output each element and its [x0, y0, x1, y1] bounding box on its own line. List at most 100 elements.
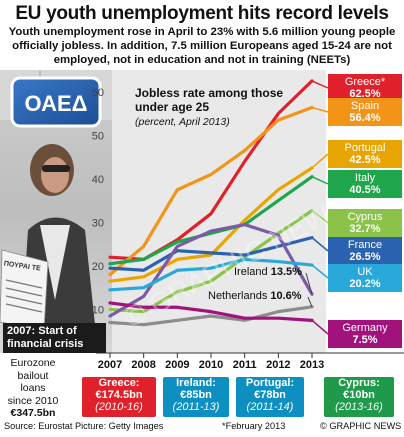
footer-source: Source: Eurostat Picture: Getty Images: [4, 421, 164, 431]
label-country-value: 32.7%: [349, 223, 381, 235]
bailout-heading-line: loans: [20, 382, 46, 394]
oaed-sign-text: ΟΑΕΔ: [25, 91, 88, 116]
label-country-name: UK: [357, 266, 373, 278]
label-country-name: Greece*: [344, 76, 386, 88]
chart-inner-subtitle: (percent, April 2013): [135, 116, 230, 128]
y-tick-label: 40: [92, 174, 104, 186]
footer-note: *February 2013: [222, 421, 286, 431]
bailout-country: Cyprus:: [338, 377, 380, 389]
leader-line-portugal: [311, 153, 329, 169]
x-tick-label: 2009: [165, 359, 189, 371]
label-country-value: 7.5%: [352, 334, 378, 346]
label-country-value: 26.5%: [349, 251, 381, 263]
series-line-spain: [108, 105, 314, 277]
y-tick-label: 50: [92, 130, 104, 142]
bailout-heading: Eurozone bailout loans since 2010 €347.5…: [2, 357, 64, 420]
label-country-value: 56.4%: [349, 112, 381, 124]
series-lines: [108, 79, 314, 327]
year-axis-band: [96, 353, 404, 371]
label-country-name: Cyprus: [347, 211, 383, 223]
bailout-country: Greece:: [98, 377, 140, 389]
bailout-country: Ireland:: [176, 377, 216, 389]
label-country-value: 62.5%: [349, 88, 381, 100]
y-axis-ticks: 10 20 30 40 50 60: [92, 87, 104, 317]
bailout-amount: €10bn: [343, 389, 375, 401]
series-line-germany: [108, 301, 314, 322]
label-box-cyprus: Cyprus 32.7%: [328, 209, 402, 237]
bailout-heading-line: bailout: [17, 369, 49, 382]
x-tick-label: 2012: [266, 359, 290, 371]
y-tick-label: 10: [92, 304, 104, 316]
bailout-amount: €85bn: [180, 389, 212, 401]
label-country-name: Portugal: [344, 142, 386, 154]
bailout-box-cyprus: Cyprus: €10bn (2013-16): [324, 377, 394, 417]
bailout-country: Portugal:: [245, 377, 295, 389]
series-line-cyprus: [108, 209, 314, 314]
inline-label-name: Ireland: [234, 266, 271, 278]
bailout-years: (2011-14): [246, 401, 294, 413]
person-face: [41, 157, 69, 193]
series-line-ireland: [108, 222, 314, 318]
series-line-uk: [108, 257, 314, 292]
x-tick-label: 2013: [300, 359, 324, 371]
leader-line-ireland: [305, 272, 313, 295]
leader-line-netherlands: [307, 296, 313, 308]
footer-credit: © GRAPHIC NEWS: [320, 421, 402, 431]
inline-label-ireland: Ireland 13.5%: [234, 266, 302, 278]
leader-line-cyprus: [311, 210, 329, 224]
leader-line-france: [311, 237, 329, 252]
y-tick-label: 60: [92, 87, 104, 99]
label-box-italy: Italy 40.5%: [328, 170, 402, 198]
label-country-name: Germany: [342, 322, 388, 334]
bailout-years: (2010-16): [95, 401, 143, 413]
label-box-greece: Greece* 62.5%: [328, 74, 402, 102]
bailout-years: (2011-13): [172, 401, 220, 413]
label-country-name: Spain: [350, 100, 380, 112]
label-box-portugal: Portugal 42.5%: [328, 140, 402, 168]
series-line-netherlands: [108, 305, 314, 327]
y-tick-label: 20: [92, 261, 104, 273]
crisis-annotation: 2007: Start of financial crisis: [3, 323, 106, 353]
x-tick-label: 2010: [199, 359, 223, 371]
x-tick-label: 2007: [98, 359, 122, 371]
leader-line-uk: [311, 264, 329, 279]
leader-line-greece: [311, 80, 329, 89]
page-subtitle: Youth unemployment rose in April to 23% …: [8, 26, 396, 66]
bailout-amount: €174.5bn: [95, 389, 143, 401]
label-country-value: 42.5%: [349, 154, 381, 166]
person-sunglasses: [42, 165, 70, 172]
series-line-france: [108, 236, 314, 272]
page-title: EU youth unemployment hits record levels: [15, 3, 389, 24]
inline-label-netherlands: Netherlands 10.6%: [208, 290, 302, 302]
bailout-total: €347.5bn: [10, 407, 56, 419]
chart-inner-title: Jobless rate among those under age 25: [135, 86, 284, 114]
label-country-name: France: [347, 239, 383, 251]
leader-line-italy: [311, 175, 329, 185]
leader-line-germany: [311, 319, 329, 335]
inline-label-value: 13.5%: [270, 266, 302, 278]
x-tick-label: 2008: [131, 359, 155, 371]
year-ticks: 2007 2008 2009 2010 2011 2012 2013: [98, 353, 324, 371]
bailout-box-portugal: Portugal: €78bn (2011-14): [236, 377, 304, 417]
inline-label-name: Netherlands: [208, 290, 271, 302]
person-shirt: [40, 225, 70, 300]
series-line-italy: [108, 175, 314, 266]
label-country-value: 40.5%: [349, 184, 381, 196]
photo-illustration: ΟΑΕΔ ΠΟΥΡΑΙ ΤΕ: [0, 70, 112, 353]
y-tick-label: 30: [92, 217, 104, 229]
bailout-box-greece: Greece: €174.5bn (2010-16): [82, 377, 156, 417]
label-box-uk: UK 20.2%: [328, 264, 402, 292]
oaed-sign: [10, 76, 102, 128]
label-country-value: 20.2%: [349, 278, 381, 290]
label-box-spain: Spain 56.4%: [328, 98, 402, 126]
bailout-heading-line: since 2010: [7, 394, 59, 407]
bailout-years: (2013-16): [335, 401, 383, 413]
label-box-germany: Germany 7.5%: [328, 320, 402, 348]
leader-line-spain: [311, 106, 329, 113]
x-tick-label: 2011: [233, 359, 257, 371]
series-line-portugal: [108, 166, 314, 283]
bailout-heading-line: Eurozone: [10, 357, 56, 369]
inline-label-value: 10.6%: [270, 290, 302, 302]
label-country-name: Italy: [354, 172, 376, 184]
